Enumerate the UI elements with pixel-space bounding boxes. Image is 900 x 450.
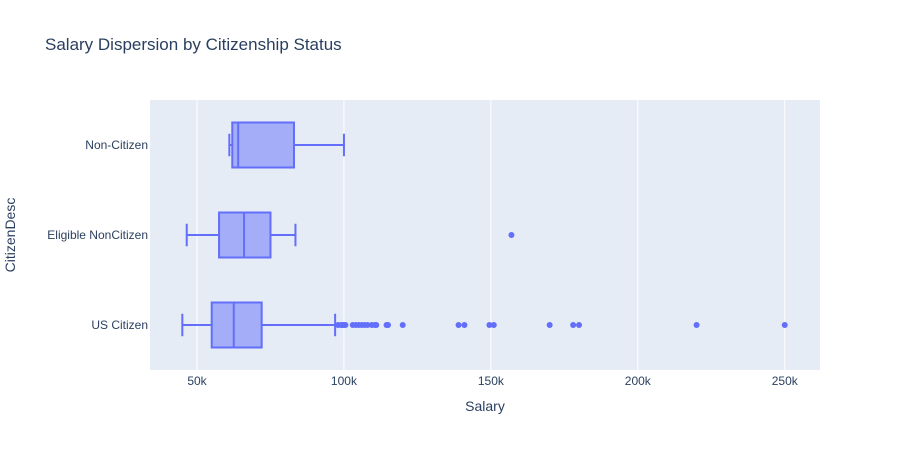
box-trace — [181, 301, 788, 349]
outlier-point — [364, 322, 371, 328]
outlier-point — [570, 322, 577, 328]
outlier-point — [490, 322, 497, 328]
chart-title: Salary Dispersion by Citizenship Status — [45, 35, 342, 54]
y-tick-label: Eligible NonCitizen — [47, 228, 148, 242]
outlier-point — [455, 322, 462, 328]
x-tick-label: 250k — [772, 374, 799, 388]
x-tick-label: 200k — [625, 374, 652, 388]
iqr-box — [210, 301, 263, 349]
y-tick-label: Non-Citizen — [85, 138, 148, 152]
outlier-point — [399, 322, 406, 328]
y-tick-label: US Citizen — [91, 318, 148, 332]
x-tick-labels: 50k 100k 150k 200k 250k — [187, 374, 798, 388]
outlier-point — [461, 322, 468, 328]
outlier-point — [508, 232, 515, 238]
outlier-point — [373, 322, 380, 328]
y-tick-labels: US Citizen Eligible NonCitizen Non-Citizen — [47, 138, 148, 332]
outlier-point — [385, 322, 392, 328]
x-tick-label: 100k — [331, 374, 358, 388]
x-tick-label: 50k — [187, 374, 207, 388]
outlier-point — [546, 322, 553, 328]
y-axis-title: CitizenDesc — [2, 198, 18, 273]
outlier-point — [486, 322, 493, 328]
outlier-point — [693, 322, 700, 328]
x-axis-title: Salary — [465, 398, 505, 414]
x-tick-label: 150k — [478, 374, 505, 388]
box-trace — [228, 121, 345, 169]
iqr-box — [231, 121, 295, 169]
box-layer — [181, 121, 788, 349]
outlier-point — [576, 322, 583, 328]
outlier-point — [781, 322, 788, 328]
box-trace — [185, 211, 515, 259]
outlier-point — [342, 322, 349, 328]
